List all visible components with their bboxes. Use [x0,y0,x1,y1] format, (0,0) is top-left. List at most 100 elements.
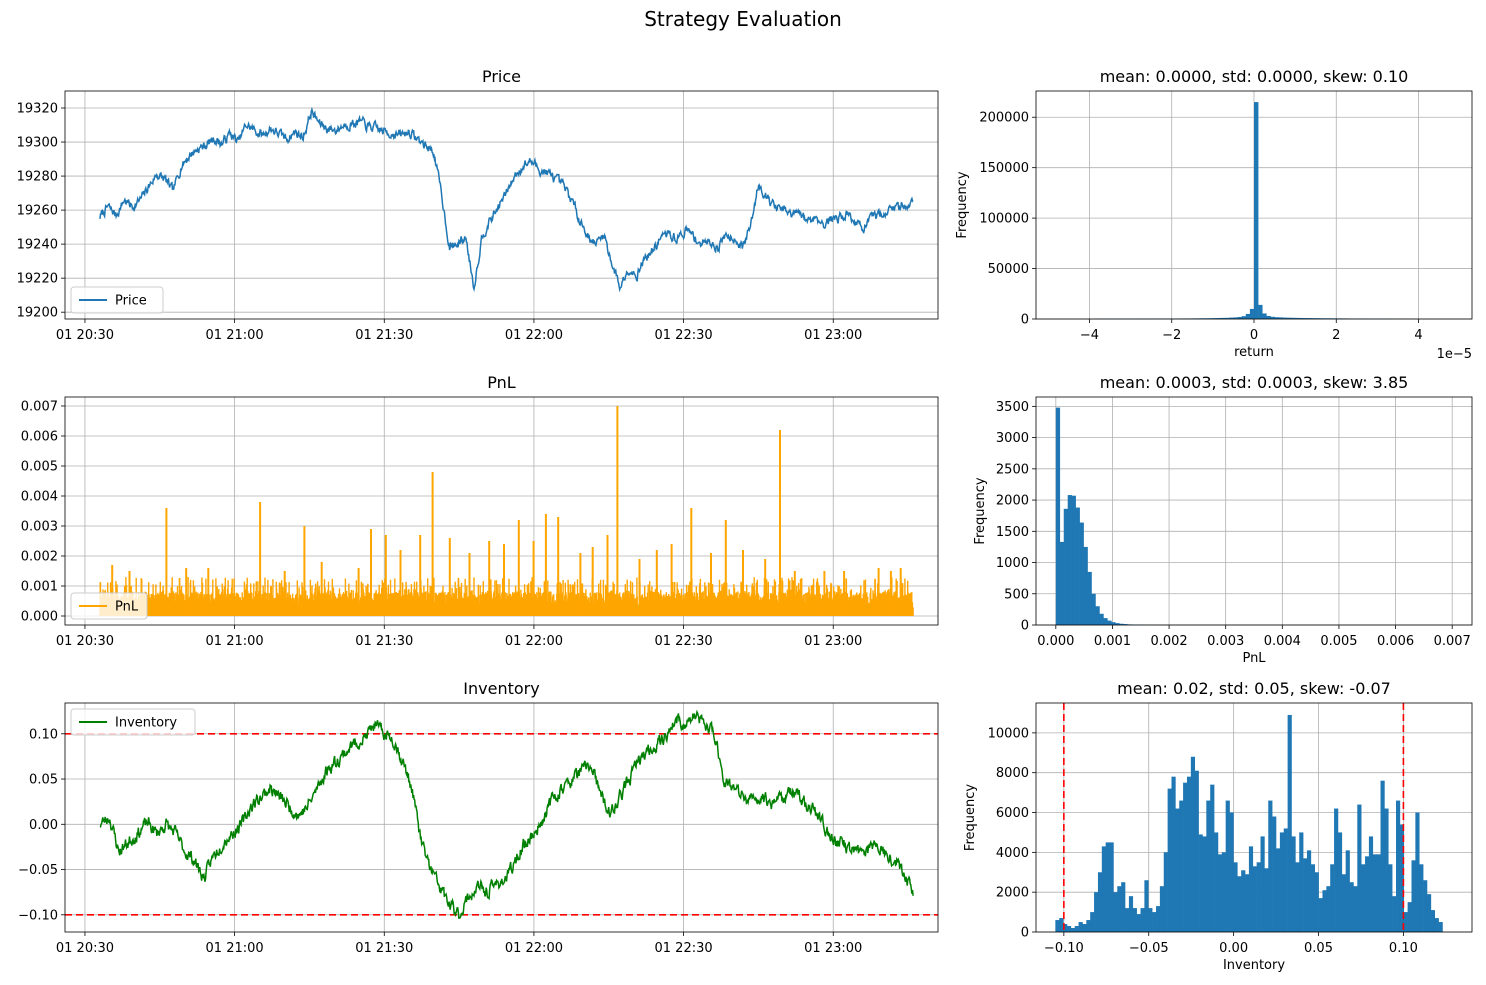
inventory_hist-xlabel: Inventory [1223,958,1285,973]
inventory_hist-bar [1430,910,1436,932]
pnl_hist-bar [1119,623,1124,625]
return_hist-bar [1303,318,1308,319]
inventory-x-tick-label: 01 22:30 [655,941,713,956]
inventory_hist-bar [1206,800,1211,932]
pnl_hist-y-tick-label: 500 [1004,587,1029,602]
return_hist-bar [1212,318,1218,319]
pnl_hist-x-tick-label: 0.001 [1094,634,1131,649]
pnl_hist-bar [1111,622,1116,625]
inventory_hist-bar [1372,854,1377,932]
inventory_hist-bar [1082,924,1087,932]
pnl-legend-box [70,592,148,620]
inventory_hist-bar [1183,782,1188,932]
inventory-y-tick-label: 0.00 [29,818,58,833]
pnl_hist-bar [1091,593,1096,625]
pnl_hist-y-tick-label: 3000 [996,431,1029,446]
inventory-legend-box [70,708,196,736]
price-y-tick-label: 19220 [17,272,58,287]
pnl_hist-y-tick-label: 1000 [996,556,1029,571]
inventory_hist-y-tick-label: 2000 [996,886,1029,901]
inventory_hist-bar [1074,926,1079,932]
pnl-x-tick-label: 01 22:30 [655,634,713,649]
inventory_hist-bar [1349,882,1354,932]
return_hist-bar [1249,308,1255,319]
price-y-tick-label: 19320 [17,102,58,117]
pnl-y-tick-label: 0.003 [21,520,58,535]
inventory_hist-bar [1101,846,1106,932]
inventory_hist-x-tick-label: −0.05 [1129,941,1169,956]
inventory_hist-bar [1384,808,1389,932]
inventory-y-tick-label: −0.10 [18,908,58,923]
inventory_hist-bar [1407,902,1412,932]
inventory_hist-bar [1291,836,1296,932]
inventory_hist-bar [1136,914,1141,932]
return_hist-y-tick-label: 150000 [979,161,1029,176]
pnl_hist-bar [1123,624,1128,625]
pnl-plot-area [65,397,938,625]
inventory_hist-bar [1202,836,1207,932]
pnl_hist-x-tick-label: 0.005 [1320,634,1357,649]
inventory_hist-ylabel: Frequency [963,784,978,851]
pnl-y-tick-label: 0.002 [21,550,58,565]
inventory_hist-bar [1411,860,1416,932]
inventory_hist-x-tick-label: 0.10 [1389,941,1418,956]
inventory_hist-bar [1117,886,1122,932]
inventory_hist-y-tick-label: 4000 [996,846,1029,861]
inventory_hist-bar [1357,804,1362,932]
pnl_hist-bar [1087,571,1092,625]
inventory_hist-bar [1368,836,1374,932]
pnl_hist-x-tick-label: 0.000 [1037,634,1074,649]
inventory_hist-bar [1225,800,1230,932]
return_hist-bar [1291,317,1296,319]
inventory_hist-bar [1334,808,1339,932]
pnl-title: PnL [487,373,516,392]
inventory_hist-bar [1179,800,1184,932]
pnl-y-tick-label: 0.006 [21,430,58,445]
pnl_hist-x-tick-label: 0.004 [1264,634,1301,649]
inventory_hist-bar [1175,808,1180,932]
price-y-tick-label: 19280 [17,170,58,185]
return_hist-x-tick-label: −2 [1162,328,1181,343]
inventory-title: Inventory [463,679,539,698]
inventory_hist-bar [1279,832,1285,932]
inventory_hist-bar [1419,864,1424,932]
inventory_hist-bar [1152,912,1157,932]
subplots: Price 01 20:30 01 21:00 01 21:30 01 22:00 01 … [17,67,1473,973]
price-x-tick-label: 01 22:30 [655,328,713,343]
inventory_hist-bar [1233,862,1238,932]
pnl-y-tick-label: 0.001 [21,580,58,595]
inventory_hist-bar [1109,842,1114,932]
inventory-panel: Inventory 01 20:30 01 21:00 01 21:30 01 22:0… [18,679,939,956]
inventory_hist-bar [1272,816,1277,932]
inventory_hist-bar [1066,926,1072,932]
inventory_hist-title: mean: 0.02, std: 0.05, skew: -0.07 [1117,679,1391,698]
return_hist-bar [1278,317,1284,319]
inventory_hist-bar [1365,856,1370,932]
inventory_hist-bar [1415,812,1420,932]
pnl-x-tick-label: 01 23:00 [804,634,862,649]
inventory_hist-bar [1217,854,1223,932]
pnl_hist-panel: mean: 0.0003, std: 0.0003, skew: 3.85 0.0… [973,373,1473,666]
inventory-legend: Inventory [70,708,196,736]
pnl_hist-y-tick-label: 3500 [996,400,1029,415]
inventory_hist-bar [1229,812,1234,932]
return_hist-x-tick-label: 2 [1332,328,1340,343]
inventory-y-tick-label: −0.05 [18,863,58,878]
inventory_hist-bar [1086,920,1091,932]
inventory_hist-bar [1140,908,1145,932]
pnl-y-tick-label: 0.007 [21,400,58,415]
inventory_hist-bar [1156,906,1161,932]
inventory_hist-bar [1399,824,1405,932]
pnl_hist-bar [1099,613,1104,625]
inventory_hist-x-tick-label: −0.10 [1044,941,1084,956]
inventory_hist-bar [1097,872,1103,932]
figure-title: Strategy Evaluation [644,7,842,31]
pnl-x-tick-label: 01 21:30 [355,634,413,649]
inventory_hist-bar [1326,886,1331,932]
inventory_hist-panel: mean: 0.02, std: 0.05, skew: -0.07 −0.10 −… [963,679,1473,973]
return_hist-x-offset-text: 1e−5 [1437,347,1472,362]
inventory_hist-bar [1283,828,1288,932]
pnl_hist-bar [1103,618,1108,625]
pnl_hist-x-tick-label: 0.002 [1150,634,1187,649]
return_hist-bar [1225,317,1230,319]
